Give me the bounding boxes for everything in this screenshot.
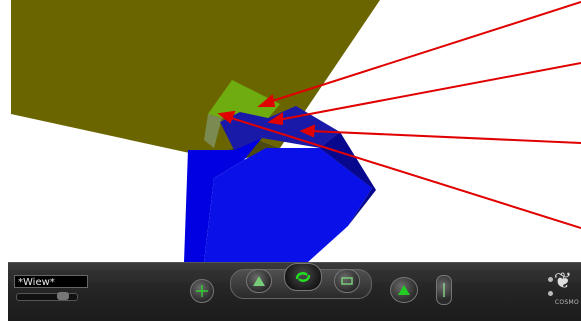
blue-box-front xyxy=(204,148,372,262)
scene-canvas xyxy=(11,0,581,262)
3d-viewport[interactable] xyxy=(8,0,581,262)
turn-button[interactable] xyxy=(284,263,322,291)
viewpoint-slider[interactable] xyxy=(16,292,78,301)
walk-button[interactable] xyxy=(246,269,272,293)
window-edge xyxy=(0,0,8,320)
blue-box-left xyxy=(184,138,262,262)
brand-label: COSMO xyxy=(554,299,579,306)
tilt-button[interactable] xyxy=(390,277,418,303)
navigation-dashboard: *Wiew* xyxy=(8,262,581,321)
blue-box-edge xyxy=(320,132,376,226)
pan-icon xyxy=(341,277,353,285)
crosshair-button[interactable] xyxy=(190,279,214,303)
viewpoint-field[interactable]: *Wiew* xyxy=(14,275,88,288)
next-viewpoint-dot[interactable] xyxy=(548,291,553,296)
tilt-icon xyxy=(398,285,410,295)
cosmo-logo-icon: ❦ xyxy=(553,269,573,294)
crosshair-icon xyxy=(196,285,208,297)
straighten-button[interactable] xyxy=(436,275,452,305)
callout-arrows xyxy=(217,1,581,229)
turn-arrows-icon xyxy=(295,272,311,282)
prev-viewpoint-dot[interactable] xyxy=(548,277,553,282)
green-cube-side xyxy=(204,114,222,148)
slider-knob[interactable] xyxy=(57,292,69,300)
viewpoint-dots[interactable] xyxy=(546,273,556,303)
straighten-icon xyxy=(443,283,445,297)
blue-box-top xyxy=(220,106,340,150)
walk-icon xyxy=(253,276,265,286)
pan-button[interactable] xyxy=(334,269,360,293)
